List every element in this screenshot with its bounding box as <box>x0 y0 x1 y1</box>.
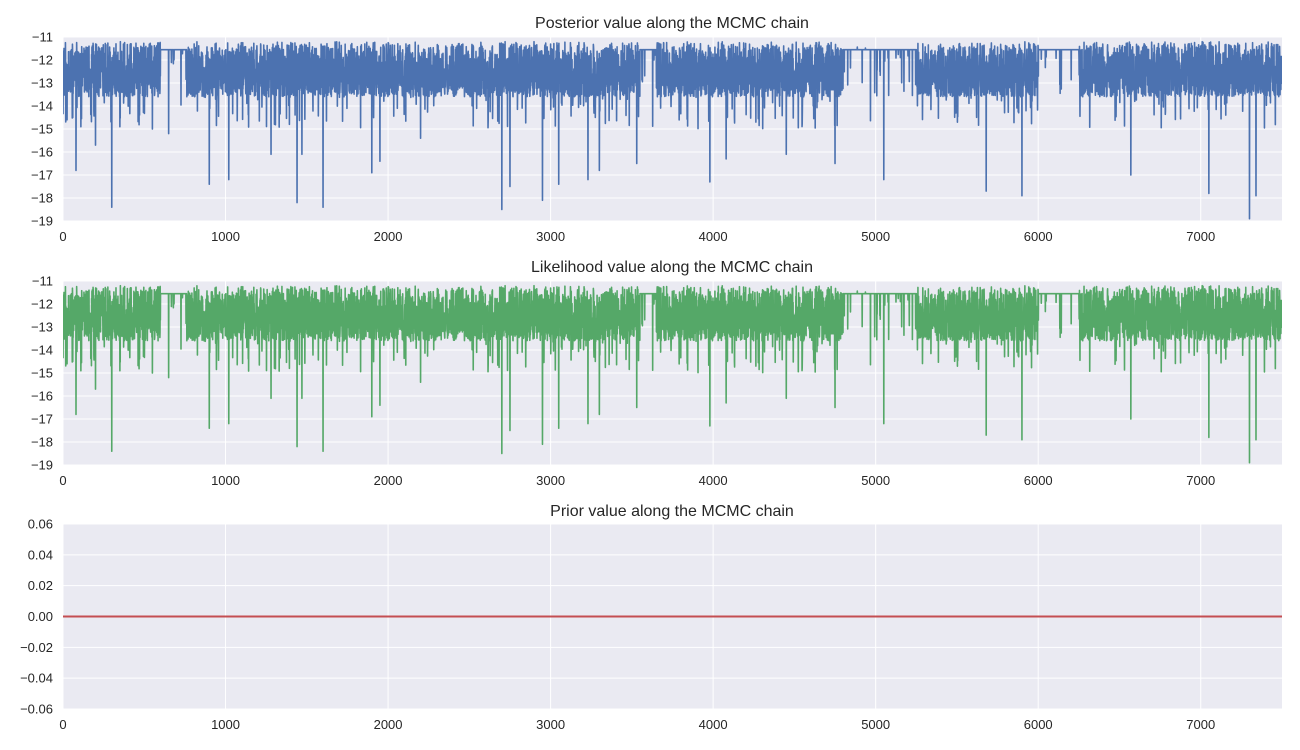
x-tick-label: 7000 <box>1186 717 1215 732</box>
x-tick-label: 4000 <box>699 229 728 244</box>
y-tick-labels: 0.06 0.04 0.02 0.00 −0.02 −0.04 −0.06 <box>20 517 53 717</box>
x-tick-label: 2000 <box>374 717 403 732</box>
y-tick-label: −14 <box>31 99 53 114</box>
x-tick-label: 3000 <box>536 229 565 244</box>
x-tick-label: 6000 <box>1024 473 1053 488</box>
y-tick-label: −16 <box>31 389 53 404</box>
y-tick-label: −18 <box>31 435 53 450</box>
y-tick-label: −13 <box>31 76 53 91</box>
x-tick-label: 6000 <box>1024 717 1053 732</box>
x-tick-label: 1000 <box>211 229 240 244</box>
x-tick-label: 1000 <box>211 717 240 732</box>
prior-panel: 0.06 0.04 0.02 0.00 −0.02 −0.04 −0.06 0 1000 200… <box>20 503 1282 732</box>
x-tick-label: 4000 <box>699 473 728 488</box>
y-tick-label: −15 <box>31 366 53 381</box>
chart-title: Posterior value along the MCMC chain <box>535 15 809 32</box>
y-tick-label: −15 <box>31 122 53 137</box>
x-tick-label: 7000 <box>1186 229 1215 244</box>
y-tick-label: −13 <box>31 320 53 335</box>
y-tick-label: −12 <box>31 53 53 68</box>
x-tick-label: 0 <box>59 229 66 244</box>
series-layer <box>63 284 1282 464</box>
y-tick-label: −0.04 <box>20 671 53 686</box>
x-tick-label: 6000 <box>1024 229 1053 244</box>
y-tick-label: −11 <box>32 274 53 289</box>
x-tick-label: 1000 <box>211 473 240 488</box>
posterior-panel: −11 −12 −13 −14 −15 −16 −17 −18 −19 0 1000 2000 300… <box>31 15 1282 244</box>
y-tick-label: −14 <box>31 343 53 358</box>
y-tick-label: −12 <box>31 297 53 312</box>
y-tick-label: −11 <box>32 30 53 45</box>
y-tick-label: −19 <box>31 214 53 229</box>
likelihood-panel: −11 −12 −13 −14 −15 −16 −17 −18 −19 0 1000 2000 300… <box>31 259 1282 488</box>
y-tick-label: 0.00 <box>28 609 53 624</box>
y-tick-label: −0.02 <box>20 640 53 655</box>
y-tick-label: −0.06 <box>20 702 53 717</box>
x-tick-labels: 0 1000 2000 3000 4000 5000 6000 7000 <box>59 473 1215 488</box>
y-tick-label: −17 <box>31 412 53 427</box>
x-tick-label: 0 <box>59 473 66 488</box>
y-tick-labels: −11 −12 −13 −14 −15 −16 −17 −18 −19 <box>31 274 53 473</box>
x-tick-label: 3000 <box>536 473 565 488</box>
y-tick-label: −18 <box>31 191 53 206</box>
x-tick-labels: 0 1000 2000 3000 4000 5000 6000 7000 <box>59 229 1215 244</box>
x-tick-label: 5000 <box>861 717 890 732</box>
x-tick-labels: 0 1000 2000 3000 4000 5000 6000 7000 <box>59 717 1215 732</box>
x-tick-label: 7000 <box>1186 473 1215 488</box>
x-tick-label: 0 <box>59 717 66 732</box>
chart-title: Prior value along the MCMC chain <box>550 503 794 520</box>
y-tick-label: −17 <box>31 168 53 183</box>
y-tick-label: 0.02 <box>28 578 53 593</box>
chart-title: Likelihood value along the MCMC chain <box>531 259 813 276</box>
series-line <box>63 284 1282 464</box>
y-tick-label: 0.06 <box>28 517 53 532</box>
x-tick-label: 2000 <box>374 229 403 244</box>
y-tick-label: 0.04 <box>28 547 53 562</box>
x-tick-label: 3000 <box>536 717 565 732</box>
series-layer <box>63 40 1282 220</box>
y-tick-label: −19 <box>31 458 53 473</box>
x-tick-label: 5000 <box>861 473 890 488</box>
series-line <box>63 40 1282 220</box>
y-tick-labels: −11 −12 −13 −14 −15 −16 −17 −18 −19 <box>31 30 53 229</box>
x-tick-label: 5000 <box>861 229 890 244</box>
y-tick-label: −16 <box>31 145 53 160</box>
x-tick-label: 4000 <box>699 717 728 732</box>
x-tick-label: 2000 <box>374 473 403 488</box>
